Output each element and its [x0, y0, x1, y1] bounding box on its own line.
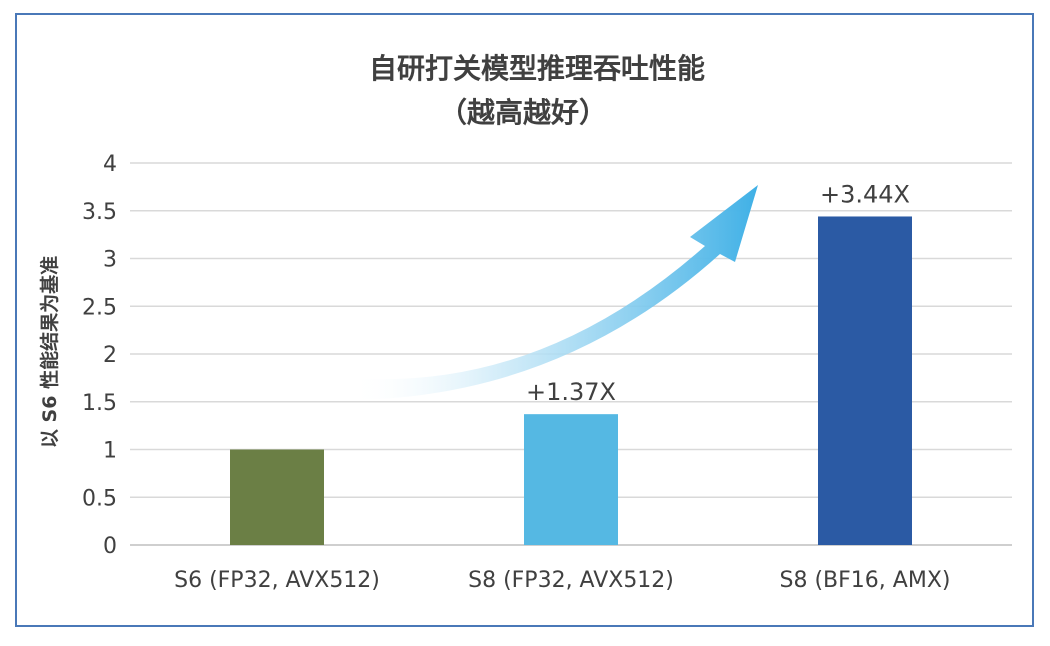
y-tick-label: 2.5 [82, 295, 117, 320]
y-tick-label: 2 [103, 343, 117, 368]
y-axis-ticks: 0 0.5 1 1.5 2 2.5 3 3.5 4 [82, 152, 117, 559]
bar [230, 449, 324, 545]
y-tick-label: 4 [103, 152, 117, 177]
bar [524, 414, 618, 545]
chart-title-line-2: （越高越好） [439, 96, 607, 129]
y-tick-label: 0 [103, 534, 117, 559]
y-tick-label: 1 [103, 439, 117, 464]
y-tick-label: 0.5 [82, 486, 117, 511]
bar [818, 216, 912, 546]
trend-arrow [350, 185, 758, 400]
y-axis-label: 以 S6 性能结果为基准 [38, 256, 61, 448]
category-label: S8 (FP32, AVX512) [468, 568, 674, 593]
chart-title-line-1: 自研打关模型推理吞吐性能 [369, 52, 705, 85]
y-tick-label: 3 [103, 248, 117, 273]
y-tick-label: 3.5 [82, 200, 117, 225]
data-label: +1.37X [526, 378, 616, 406]
bars [230, 216, 912, 546]
category-label: S6 (FP32, AVX512) [174, 568, 380, 593]
data-labels: +1.37X +3.44X [526, 180, 910, 406]
y-tick-label: 1.5 [82, 391, 117, 416]
category-label: S8 (BF16, AMX) [780, 568, 951, 593]
category-labels: S6 (FP32, AVX512) S8 (FP32, AVX512) S8 (BF… [174, 568, 950, 593]
data-label: +3.44X [820, 180, 910, 208]
